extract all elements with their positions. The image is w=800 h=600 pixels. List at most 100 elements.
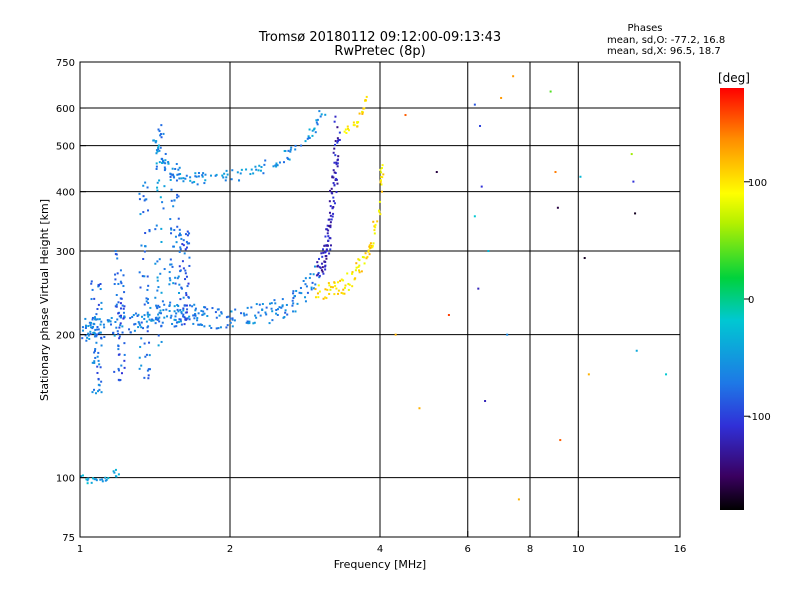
echo-point [554, 171, 557, 174]
echo-point [312, 273, 315, 276]
echo-point [321, 270, 324, 273]
echo-point [156, 318, 159, 321]
echo-point [634, 212, 637, 215]
echo-point [363, 262, 366, 265]
echo-point [268, 322, 271, 325]
echo-point [157, 313, 160, 316]
echo-point [194, 309, 197, 312]
echo-point [324, 244, 327, 247]
echo-point [354, 277, 357, 280]
echo-point [137, 321, 140, 324]
echo-point [169, 263, 172, 266]
echo-point [144, 232, 147, 235]
echo-point [293, 295, 296, 298]
echo-point [192, 322, 195, 325]
echo-point [134, 322, 137, 325]
echo-point [261, 303, 264, 306]
echo-point [327, 235, 330, 238]
echo-point [257, 169, 260, 172]
echo-point [579, 175, 582, 178]
echo-point [148, 354, 151, 357]
echo-point [252, 172, 255, 175]
echo-point [158, 179, 161, 182]
echo-point [292, 302, 295, 305]
echo-point [329, 221, 332, 224]
echo-point [332, 169, 335, 172]
echo-point [178, 265, 181, 268]
echo-point [291, 299, 294, 302]
echo-point [160, 312, 163, 315]
echo-point [152, 319, 155, 322]
echo-point [171, 322, 174, 325]
echo-point [326, 288, 329, 291]
echo-point [183, 304, 186, 307]
echo-point [81, 326, 84, 329]
echo-point [185, 292, 188, 295]
echo-point [583, 257, 586, 260]
echo-point [318, 274, 321, 277]
echo-point [163, 185, 166, 188]
echo-point [179, 318, 182, 321]
echo-point [223, 172, 226, 175]
echo-point [88, 321, 91, 324]
echo-point [326, 224, 329, 227]
echo-point [313, 287, 316, 290]
echo-point [158, 316, 161, 319]
echo-point [145, 297, 148, 300]
echo-point [90, 321, 93, 324]
echo-point [201, 313, 204, 316]
echo-point [116, 318, 119, 321]
echo-point [208, 324, 211, 327]
echo-point [160, 136, 163, 139]
echo-point [178, 166, 181, 169]
echo-point [164, 159, 167, 162]
echo-point [270, 307, 273, 310]
echo-point [116, 272, 119, 275]
echo-point [255, 303, 258, 306]
echo-point [336, 165, 339, 168]
echo-point [170, 228, 173, 231]
echo-point [220, 312, 223, 315]
echo-point [329, 248, 332, 251]
echo-point [186, 234, 189, 237]
echo-point [162, 207, 165, 210]
echo-point [327, 229, 330, 232]
echo-point [376, 220, 379, 223]
echo-point [258, 164, 261, 167]
echo-point [131, 315, 134, 318]
echo-point [147, 301, 150, 304]
echo-point [211, 307, 214, 310]
echo-point [368, 253, 371, 256]
echo-point [325, 248, 328, 251]
echo-point [196, 183, 199, 186]
echo-point [378, 200, 381, 203]
echo-point [133, 323, 136, 326]
echo-point [116, 330, 119, 333]
echo-point [556, 206, 559, 209]
echo-point [179, 298, 182, 301]
echo-point [185, 240, 188, 243]
echo-point [242, 312, 245, 315]
echo-point [139, 345, 142, 348]
echo-point [155, 165, 158, 168]
echo-point [155, 149, 158, 152]
echo-point [178, 250, 181, 253]
echo-point [379, 181, 382, 184]
echo-point [158, 306, 161, 309]
echo-point [115, 303, 118, 306]
echo-point [185, 275, 188, 278]
echo-point [314, 131, 317, 134]
echo-point [321, 255, 324, 258]
echo-point [191, 181, 194, 184]
echo-point [101, 478, 104, 481]
echo-point [281, 304, 284, 307]
echo-point [113, 370, 116, 373]
echo-point [139, 324, 142, 327]
echo-point [484, 400, 487, 403]
echo-point [170, 227, 173, 230]
echo-point [357, 121, 360, 124]
echo-point [355, 266, 358, 269]
echo-point [140, 326, 143, 329]
echo-point [197, 323, 200, 326]
echo-point [336, 126, 339, 129]
